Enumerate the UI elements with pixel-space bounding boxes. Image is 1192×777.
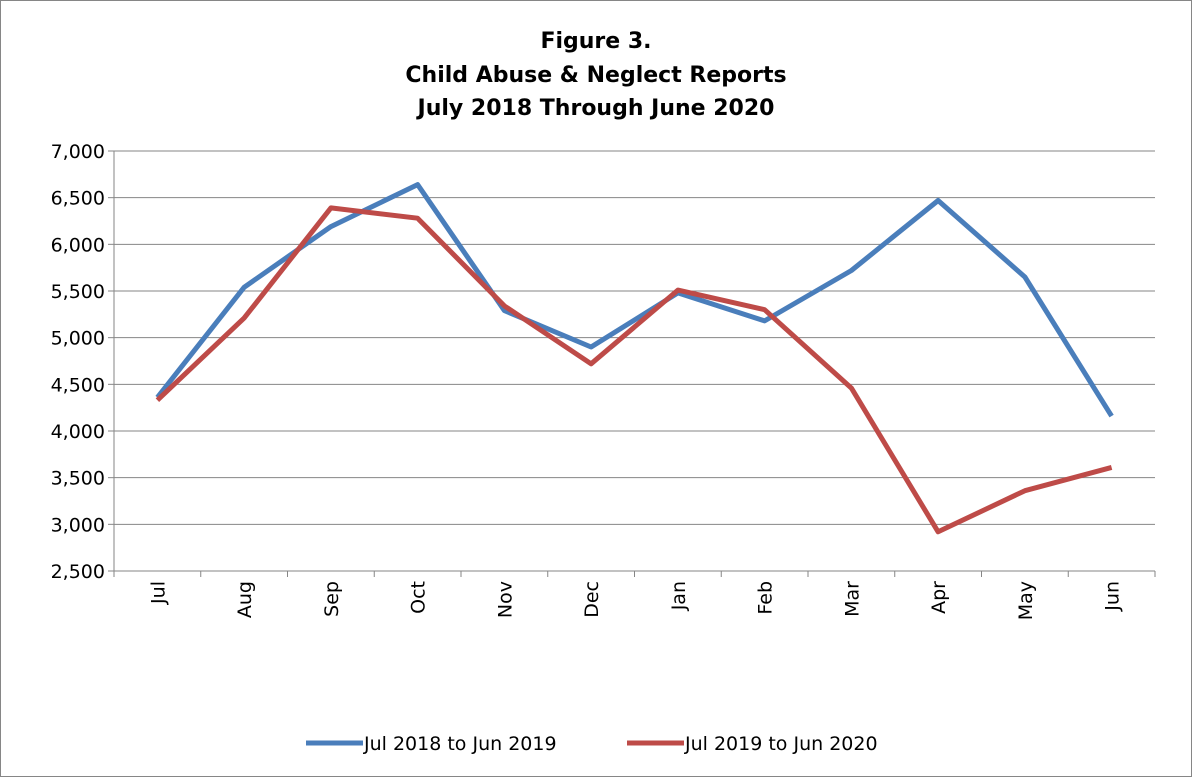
y-tick-label: 6,000 bbox=[51, 234, 105, 256]
chart-title-line-3: July 2018 Through June 2020 bbox=[416, 96, 775, 121]
series-lines bbox=[155, 182, 1114, 535]
y-tick-label: 2,500 bbox=[51, 561, 105, 583]
x-tick-label: Jun bbox=[1102, 581, 1124, 612]
series-line-2 bbox=[155, 205, 1113, 535]
chart-title-line-1: Figure 3. bbox=[540, 29, 651, 54]
y-tick-label: 3,000 bbox=[51, 514, 105, 536]
y-tick-label: 7,000 bbox=[51, 141, 105, 163]
y-tick-label: 4,500 bbox=[51, 374, 105, 396]
x-axis-tick-labels: Jul Aug Sep Oct Nov Dec Jan Feb Mar Apr May Jun bbox=[147, 581, 1123, 620]
y-tick-label: 6,500 bbox=[51, 188, 105, 210]
legend-label-2: Jul 2019 to Jun 2020 bbox=[684, 733, 878, 755]
x-tick-label: Oct bbox=[408, 581, 430, 614]
x-tick-label: May bbox=[1015, 581, 1037, 620]
x-tick-label: Jan bbox=[668, 581, 690, 611]
x-tick-label: Feb bbox=[755, 581, 777, 615]
y-tick-label: 5,000 bbox=[51, 328, 105, 350]
x-tick-label: Dec bbox=[581, 581, 603, 618]
y-tick-label: 4,000 bbox=[51, 421, 105, 443]
x-tick-label: Sep bbox=[321, 581, 343, 617]
x-tick-label: Apr bbox=[928, 581, 950, 614]
y-tick-label: 3,500 bbox=[51, 468, 105, 490]
gridlines bbox=[114, 150, 1155, 525]
x-tick-label: Mar bbox=[841, 581, 863, 617]
x-tick-label: Jul bbox=[147, 581, 169, 605]
y-tick-label: 5,500 bbox=[51, 281, 105, 303]
x-tick-label: Nov bbox=[494, 581, 516, 618]
y-axis-tick-labels: 2,500 3,000 3,500 4,000 4,500 5,000 5,500 6,000… bbox=[51, 141, 105, 583]
chart-title-line-2: Child Abuse & Neglect Reports bbox=[405, 63, 786, 88]
x-tick-label: Aug bbox=[234, 581, 256, 618]
series-line-1 bbox=[155, 182, 1114, 418]
axes bbox=[108, 150, 1156, 577]
legend-label-1: Jul 2018 to Jun 2019 bbox=[363, 733, 557, 755]
legend: Jul 2018 to Jun 2019 Jul 2019 to Jun 2020 bbox=[306, 733, 878, 755]
